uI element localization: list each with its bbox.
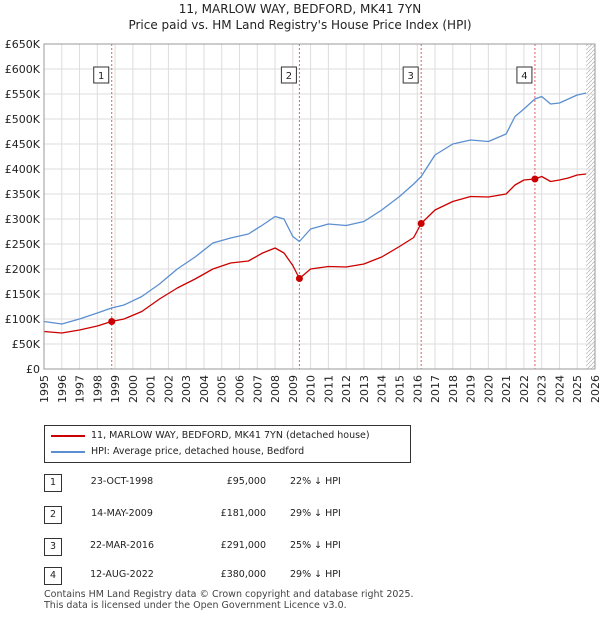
y-tick-label: £350K — [5, 188, 41, 201]
legend-swatch-red — [51, 435, 85, 437]
projection-hatch — [586, 44, 595, 369]
x-tick-label: 2013 — [358, 375, 371, 403]
y-tick-label: £550K — [5, 88, 41, 101]
x-tick-label: 2000 — [127, 375, 140, 403]
legend-label-property: 11, MARLOW WAY, BEDFORD, MK41 7YN (detac… — [91, 430, 370, 441]
plot-area — [44, 44, 595, 369]
legend-label-hpi: HPI: Average price, detached house, Bedf… — [91, 446, 305, 457]
x-tick-label: 1999 — [109, 375, 122, 403]
sale-date: 12-AUG-2022 — [90, 569, 154, 580]
sale-date: 23-OCT-1998 — [90, 476, 154, 487]
sale-date: 22-MAR-2016 — [89, 540, 155, 551]
x-tick-label: 2026 — [589, 375, 600, 403]
sale-price: £95,000 — [226, 476, 266, 487]
sale-point — [108, 318, 116, 325]
x-tick-label: 2009 — [287, 375, 300, 403]
sale-label-box — [93, 66, 110, 84]
sale-label: 3 — [407, 71, 413, 82]
x-tick-label: 2007 — [251, 375, 264, 403]
sale-badge: 1 — [44, 474, 62, 492]
x-tick-label: 1997 — [74, 375, 87, 403]
y-tick-label: £100K — [5, 313, 41, 326]
x-tick-label: 2018 — [447, 375, 460, 403]
x-tick-label: 1998 — [91, 375, 104, 403]
chart-legend: 11, MARLOW WAY, BEDFORD, MK41 7YN (detac… — [44, 425, 411, 463]
x-tick-label: 2002 — [162, 375, 175, 403]
sale-point — [417, 220, 425, 227]
plot-frame — [43, 43, 596, 370]
x-tick-label: 2015 — [393, 375, 406, 403]
chart-subtitle: Price paid vs. HM Land Registry's House … — [128, 18, 472, 32]
sale-label: 2 — [286, 71, 292, 82]
sale-point — [531, 175, 539, 183]
sale-badge: 2 — [44, 506, 62, 524]
footer-copyright: Contains HM Land Registry data © Crown c… — [44, 589, 414, 600]
x-tick-label: 2003 — [180, 375, 193, 403]
x-tick-label: 2016 — [411, 375, 424, 403]
x-tick-label: 2011 — [322, 375, 335, 403]
x-tick-label: 2006 — [234, 375, 247, 403]
x-tick-label: 2005 — [216, 375, 229, 403]
sale-price: £380,000 — [220, 569, 266, 580]
sale-hpi-diff: 29% ↓ HPI — [290, 569, 341, 580]
y-tick-label: £650K — [5, 38, 41, 51]
sale-hpi-diff: 22% ↓ HPI — [290, 476, 341, 487]
y-tick-label: £500K — [5, 113, 41, 126]
property-price-line — [43, 173, 587, 334]
legend-swatch-blue — [51, 451, 85, 453]
sale-badge: 4 — [44, 567, 62, 585]
y-tick-label: £600K — [5, 63, 41, 76]
y-tick-label: £200K — [5, 263, 41, 276]
y-tick-label: £450K — [5, 138, 41, 151]
sale-hpi-diff: 25% ↓ HPI — [290, 540, 341, 551]
y-tick-label: £250K — [5, 238, 41, 251]
footer-licence: This data is licensed under the Open Gov… — [44, 600, 347, 611]
x-tick-label: 2001 — [145, 375, 158, 403]
sales-table-row: 2 14-MAY-2009 £181,000 29% ↓ HPI — [0, 506, 600, 526]
x-tick-label: 1995 — [38, 375, 51, 403]
sale-price: £291,000 — [220, 540, 266, 551]
sale-hpi-diff: 29% ↓ HPI — [290, 508, 341, 519]
x-tick-label: 2022 — [518, 375, 531, 403]
sales-table-row: 1 23-OCT-1998 £95,000 22% ↓ HPI — [0, 474, 600, 494]
x-tick-label: 2021 — [500, 375, 513, 403]
x-tick-label: 2023 — [536, 375, 549, 403]
price-chart: £0 £50K £100K £150K £200K £250K £300K £350K £400… — [5, 38, 600, 403]
x-tick-label: 2010 — [305, 375, 318, 403]
y-tick-label: £400K — [5, 163, 41, 176]
sale-label-box — [516, 66, 533, 84]
x-tick-label: 2024 — [553, 375, 566, 403]
sale-label: 4 — [521, 71, 527, 82]
chart-title: 11, MARLOW WAY, BEDFORD, MK41 7YN — [178, 2, 422, 16]
x-tick-label: 2014 — [376, 375, 389, 403]
y-tick-label: £0 — [26, 363, 40, 376]
sale-date: 14-MAY-2009 — [91, 508, 153, 519]
sale-price: £181,000 — [220, 508, 266, 519]
hpi-line — [43, 92, 587, 325]
sale-label: 1 — [98, 71, 104, 82]
x-tick-label: 2004 — [198, 375, 211, 403]
x-tick-label: 2008 — [269, 375, 282, 403]
sale-badge: 3 — [44, 538, 62, 556]
y-tick-label: £300K — [5, 213, 41, 226]
y-tick-label: £50K — [12, 338, 41, 351]
x-tick-label: 1996 — [56, 375, 69, 403]
x-tick-label: 2025 — [571, 375, 584, 403]
x-tick-label: 2017 — [429, 375, 442, 403]
sale-label-box — [280, 66, 297, 84]
sale-label-box — [402, 66, 419, 84]
x-tick-label: 2019 — [465, 375, 478, 403]
sale-point — [295, 275, 303, 282]
sales-table-row: 4 12-AUG-2022 £380,000 29% ↓ HPI — [0, 567, 600, 587]
x-tick-label: 2012 — [340, 375, 353, 403]
y-tick-label: £150K — [5, 288, 41, 301]
x-tick-label: 2020 — [482, 375, 495, 403]
sales-table-row: 3 22-MAR-2016 £291,000 25% ↓ HPI — [0, 538, 600, 558]
